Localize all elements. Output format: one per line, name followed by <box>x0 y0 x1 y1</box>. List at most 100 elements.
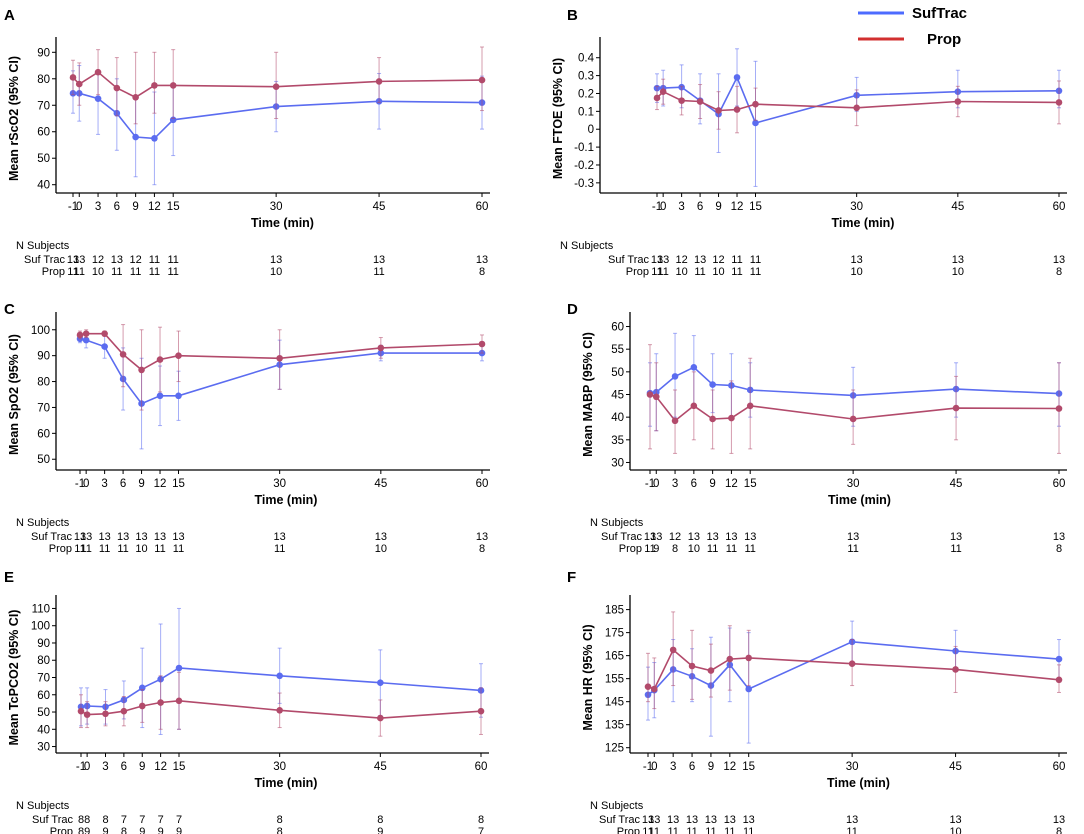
x-tick-label: 45 <box>374 478 387 490</box>
data-point <box>477 707 485 715</box>
y-tick-label: 135 <box>605 720 624 732</box>
n-subjects-count: 8 <box>277 814 283 826</box>
n-subjects-count: 10 <box>688 543 700 555</box>
y-tick-label: 80 <box>37 655 50 667</box>
x-tick-label: 6 <box>697 201 703 213</box>
n-subjects-count: 11 <box>67 266 78 278</box>
n-subjects-count: 11 <box>707 543 718 555</box>
n-subjects-count: 13 <box>651 254 663 266</box>
n-subjects-count: 11 <box>667 826 678 834</box>
n-subjects-row-label: Suf Trac <box>32 814 73 826</box>
x-tick-label: 60 <box>476 201 489 213</box>
n-subjects-count: 11 <box>686 826 697 834</box>
n-subjects-count: 11 <box>694 266 705 278</box>
x-tick-label: 60 <box>476 478 489 490</box>
x-tick-label: 9 <box>138 478 144 490</box>
data-point <box>83 711 91 718</box>
series-prop <box>646 344 1063 454</box>
x-tick-label: 6 <box>689 761 695 773</box>
n-subjects-count: 13 <box>67 254 79 266</box>
n-subjects-count: 13 <box>476 254 488 266</box>
x-tick-label: 0 <box>83 478 89 490</box>
y-tick-label: 60 <box>37 127 50 139</box>
n-subjects-count: 10 <box>952 266 964 278</box>
x-tick-label: 60 <box>475 761 488 773</box>
data-point <box>132 94 139 101</box>
data-point <box>954 98 962 105</box>
n-subjects-count: 11 <box>649 826 660 834</box>
n-subjects-count: 13 <box>135 531 147 543</box>
series-suftrac <box>76 331 486 450</box>
data-point <box>646 391 654 398</box>
x-tick-label: -1 <box>75 478 85 490</box>
n-subjects-count: 11 <box>950 543 961 555</box>
series-line <box>80 699 482 719</box>
n-subjects-count: 13 <box>686 814 698 826</box>
x-tick-label: 45 <box>373 201 386 213</box>
x-tick-label: 6 <box>121 761 127 773</box>
panel-letter-c: C <box>4 301 15 318</box>
n-subjects-count: 11 <box>373 266 384 278</box>
data-point <box>151 82 158 89</box>
y-tick-label: 110 <box>32 603 50 615</box>
y-tick-label: 70 <box>37 673 50 685</box>
data-point <box>709 415 716 423</box>
data-point <box>752 119 759 127</box>
y-tick-label: 60 <box>37 690 50 702</box>
x-tick-label: -1 <box>643 761 653 773</box>
series-prop <box>644 611 1063 710</box>
n-subjects-count: 11 <box>130 266 141 278</box>
n-subjects-count: 13 <box>1053 814 1065 826</box>
x-tick-label: 6 <box>691 478 697 490</box>
y-tick-label: 0.3 <box>578 71 594 83</box>
data-point <box>156 356 164 363</box>
data-point <box>478 340 486 348</box>
n-subjects-count: 9 <box>377 826 383 834</box>
n-subjects-count: 13 <box>688 531 700 543</box>
data-point <box>377 344 385 352</box>
series-prop <box>653 78 1063 134</box>
data-point <box>690 364 698 371</box>
panel-letter-a: A <box>4 7 15 24</box>
x-axis-title: Time (min) <box>255 493 318 507</box>
y-tick-label: 40 <box>37 180 50 192</box>
x-tick-label: 15 <box>749 201 762 213</box>
data-point <box>175 352 182 359</box>
n-subjects-count: 13 <box>117 531 129 543</box>
n-subjects-count: 8 <box>84 814 90 826</box>
x-tick-label: 12 <box>731 201 744 213</box>
n-subjects-count: 7 <box>158 814 164 826</box>
n-subjects-header: N Subjects <box>560 240 614 252</box>
y-tick-label: 90 <box>37 47 50 59</box>
series-line <box>649 366 1060 397</box>
n-subjects-count: 8 <box>478 814 484 826</box>
n-subjects-count: 9 <box>653 543 659 555</box>
n-subjects-row-label: Prop <box>50 826 73 834</box>
n-subjects-row-label: Suf Trac <box>24 254 65 266</box>
series-prop <box>77 671 485 737</box>
x-tick-label: 15 <box>742 761 755 773</box>
y-tick-label: 165 <box>605 651 624 663</box>
n-subjects-count: 12 <box>669 531 681 543</box>
y-tick-label: 155 <box>605 674 624 686</box>
data-point <box>733 106 741 113</box>
data-point <box>726 655 734 663</box>
n-subjects-count: 8 <box>1056 826 1062 834</box>
n-subjects-count: 9 <box>176 826 182 834</box>
x-tick-label: 30 <box>273 761 286 773</box>
n-subjects-count: 13 <box>952 254 964 266</box>
n-subjects-count: 10 <box>375 543 387 555</box>
x-tick-label: 0 <box>84 761 90 773</box>
n-subjects-count: 13 <box>851 254 863 266</box>
y-tick-label: 80 <box>37 377 50 389</box>
n-subjects-count: 11 <box>167 266 178 278</box>
y-tick-label: 90 <box>37 638 50 650</box>
n-subjects-count: 13 <box>650 531 662 543</box>
y-tick-label: 50 <box>37 707 50 719</box>
data-point <box>151 135 158 142</box>
y-tick-label: 0.1 <box>578 106 594 118</box>
n-subjects-header: N Subjects <box>590 800 644 812</box>
n-subjects-count: 10 <box>270 266 282 278</box>
n-subjects-count: 13 <box>744 531 756 543</box>
